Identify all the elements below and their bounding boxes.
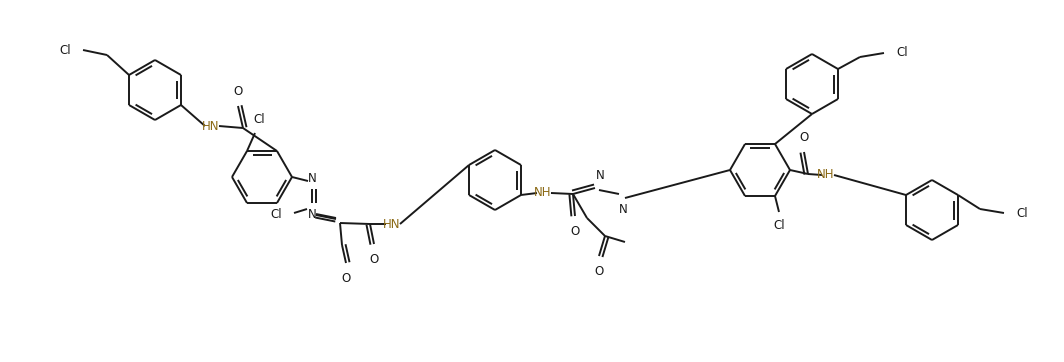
Text: N: N bbox=[307, 207, 316, 220]
Text: O: O bbox=[570, 225, 580, 238]
Text: Cl: Cl bbox=[1016, 206, 1028, 219]
Text: O: O bbox=[799, 131, 809, 144]
Text: NH: NH bbox=[534, 186, 552, 199]
Text: HN: HN bbox=[202, 119, 220, 132]
Text: N: N bbox=[307, 172, 316, 185]
Text: NH: NH bbox=[817, 168, 835, 181]
Text: Cl: Cl bbox=[774, 219, 785, 232]
Text: Cl: Cl bbox=[60, 43, 71, 56]
Text: HN: HN bbox=[383, 218, 401, 231]
Text: N: N bbox=[618, 203, 628, 216]
Text: Cl: Cl bbox=[896, 46, 908, 59]
Text: N: N bbox=[596, 169, 604, 182]
Text: Cl: Cl bbox=[270, 207, 282, 220]
Text: O: O bbox=[595, 265, 603, 278]
Text: O: O bbox=[369, 253, 379, 266]
Text: Cl: Cl bbox=[253, 113, 265, 126]
Text: O: O bbox=[342, 272, 351, 285]
Text: O: O bbox=[233, 85, 243, 98]
